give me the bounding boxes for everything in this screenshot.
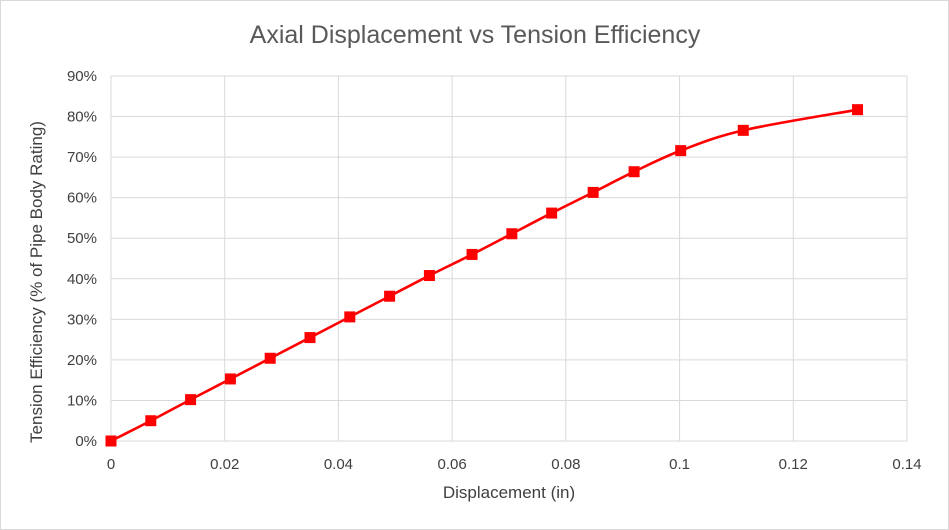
gridlines	[110, 75, 908, 442]
y-tick-label: 10%	[67, 392, 97, 409]
series-markers	[105, 104, 864, 447]
x-tick-label: 0	[107, 456, 115, 473]
data-point-marker	[145, 415, 157, 427]
y-tick-label: 80%	[67, 109, 97, 126]
y-tick-label: 40%	[67, 271, 97, 288]
y-axis-tick-labels: 0% 10% 20% 30% 40% 50% 60% 70% 80% 90%	[67, 68, 97, 450]
data-point-marker	[264, 352, 276, 364]
series-line	[109, 108, 859, 443]
data-point-marker	[344, 311, 356, 323]
data-point-marker	[224, 373, 236, 385]
x-axis-title: Displacement (in)	[443, 483, 575, 502]
data-point-marker	[185, 394, 197, 406]
data-point-marker	[466, 248, 478, 260]
data-point-marker	[506, 228, 518, 240]
y-tick-label: 90%	[67, 68, 97, 85]
x-tick-label: 0.1	[669, 456, 690, 473]
y-tick-label: 20%	[67, 352, 97, 369]
chart-title: Axial Displacement vs Tension Efficiency	[250, 21, 701, 49]
x-axis-tick-labels: 0 0.02 0.04 0.06 0.08 0.1 0.12 0.14	[107, 456, 922, 473]
data-point-marker	[304, 332, 316, 344]
data-point-marker	[587, 186, 599, 198]
data-point-marker	[675, 145, 687, 157]
data-point-marker	[384, 290, 396, 302]
y-tick-label: 50%	[67, 230, 97, 247]
x-tick-label: 0.04	[324, 456, 353, 473]
x-tick-label: 0.12	[779, 456, 808, 473]
data-point-marker	[852, 104, 864, 116]
data-point-marker	[423, 270, 435, 282]
data-point-marker	[546, 207, 558, 219]
y-axis-title: Tension Efficiency (% of Pipe Body Ratin…	[27, 121, 46, 443]
x-tick-label: 0.06	[438, 456, 467, 473]
x-tick-label: 0.14	[892, 456, 921, 473]
y-tick-label: 0%	[75, 433, 97, 450]
data-point-marker	[105, 435, 117, 447]
y-tick-label: 60%	[67, 190, 97, 207]
y-tick-label: 30%	[67, 311, 97, 328]
x-tick-label: 0.02	[210, 456, 239, 473]
data-point-marker	[737, 124, 749, 136]
x-tick-label: 0.08	[551, 456, 580, 473]
y-tick-label: 70%	[67, 149, 97, 166]
data-point-marker	[628, 166, 640, 178]
